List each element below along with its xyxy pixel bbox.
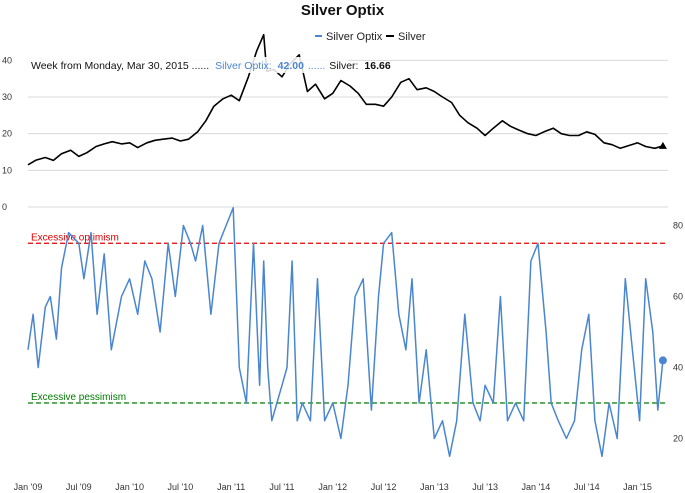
x-tick-label-6: Jan '12 bbox=[318, 482, 347, 492]
x-axis-tick-labels: Jan '09 Jul '09 Jan '10 Jul '10 Jan '11 Jul '… bbox=[14, 482, 652, 492]
series-line-silver-optix[interactable] bbox=[27, 207, 664, 458]
top-pane-grid bbox=[28, 59, 668, 208]
excessive-pessimism-label: Excessive pessimism bbox=[31, 392, 126, 403]
bottom-pane-tick-labels: 80 60 40 20 bbox=[673, 221, 683, 444]
top-tick-label-0: 40 bbox=[2, 55, 12, 65]
bottom-tick-label-3: 20 bbox=[673, 434, 683, 444]
tooltip-silver-label: Silver: bbox=[329, 60, 358, 72]
x-tick-label-4: Jan '11 bbox=[217, 482, 245, 492]
top-pane-tick-labels: 40 30 20 10 0 bbox=[2, 55, 12, 212]
reference-lines: Excessive optimism Excessive pessimism bbox=[28, 232, 668, 404]
top-tick-label-4: 0 bbox=[2, 202, 7, 212]
top-tick-label-2: 20 bbox=[2, 129, 12, 139]
x-tick-label-5: Jul '11 bbox=[269, 482, 294, 492]
tooltip-optix-label: Silver Optix: bbox=[215, 60, 272, 72]
x-tick-label-3: Jul '10 bbox=[168, 482, 194, 492]
bottom-tick-label-1: 60 bbox=[673, 292, 683, 302]
series-line-silver[interactable] bbox=[27, 33, 664, 166]
legend[interactable]: Silver Optix Silver bbox=[315, 31, 426, 43]
tooltip-text: Week from Monday, Mar 30, 2015 ...... Si… bbox=[31, 60, 391, 72]
excessive-optimism-label: Excessive optimism bbox=[31, 232, 119, 243]
legend-label-silver-optix: Silver Optix bbox=[326, 31, 383, 43]
tooltip: Week from Monday, Mar 30, 2015 ...... Si… bbox=[28, 57, 391, 73]
x-tick-label-1: Jul '09 bbox=[66, 482, 92, 492]
silver-last-point-marker bbox=[658, 141, 667, 149]
x-tick-label-11: Jul '14 bbox=[574, 482, 600, 492]
x-tick-label-12: Jan '15 bbox=[623, 482, 652, 492]
tooltip-silver-value: 16.66 bbox=[364, 60, 390, 72]
tooltip-week: Week from Monday, Mar 30, 2015 ...... bbox=[31, 60, 209, 72]
tooltip-background bbox=[28, 57, 348, 73]
tooltip-optix-value: 42.00 bbox=[278, 60, 304, 72]
optix-last-point-marker bbox=[658, 356, 667, 365]
x-tick-label-8: Jan '13 bbox=[420, 482, 449, 492]
x-tick-label-7: Jul '12 bbox=[371, 482, 397, 492]
x-tick-label-0: Jan '09 bbox=[14, 482, 43, 492]
tooltip-separator: ...... bbox=[308, 60, 326, 72]
x-tick-label-9: Jul '13 bbox=[472, 482, 498, 492]
x-tick-label-10: Jan '14 bbox=[522, 482, 551, 492]
chart-title: Silver Optix bbox=[301, 2, 385, 19]
x-tick-label-2: Jan '10 bbox=[115, 482, 144, 492]
bottom-tick-label-0: 80 bbox=[673, 221, 683, 231]
legend-label-silver: Silver bbox=[398, 31, 426, 43]
top-tick-label-3: 10 bbox=[2, 165, 12, 175]
top-tick-label-1: 30 bbox=[2, 92, 12, 102]
bottom-tick-label-2: 40 bbox=[673, 363, 683, 373]
